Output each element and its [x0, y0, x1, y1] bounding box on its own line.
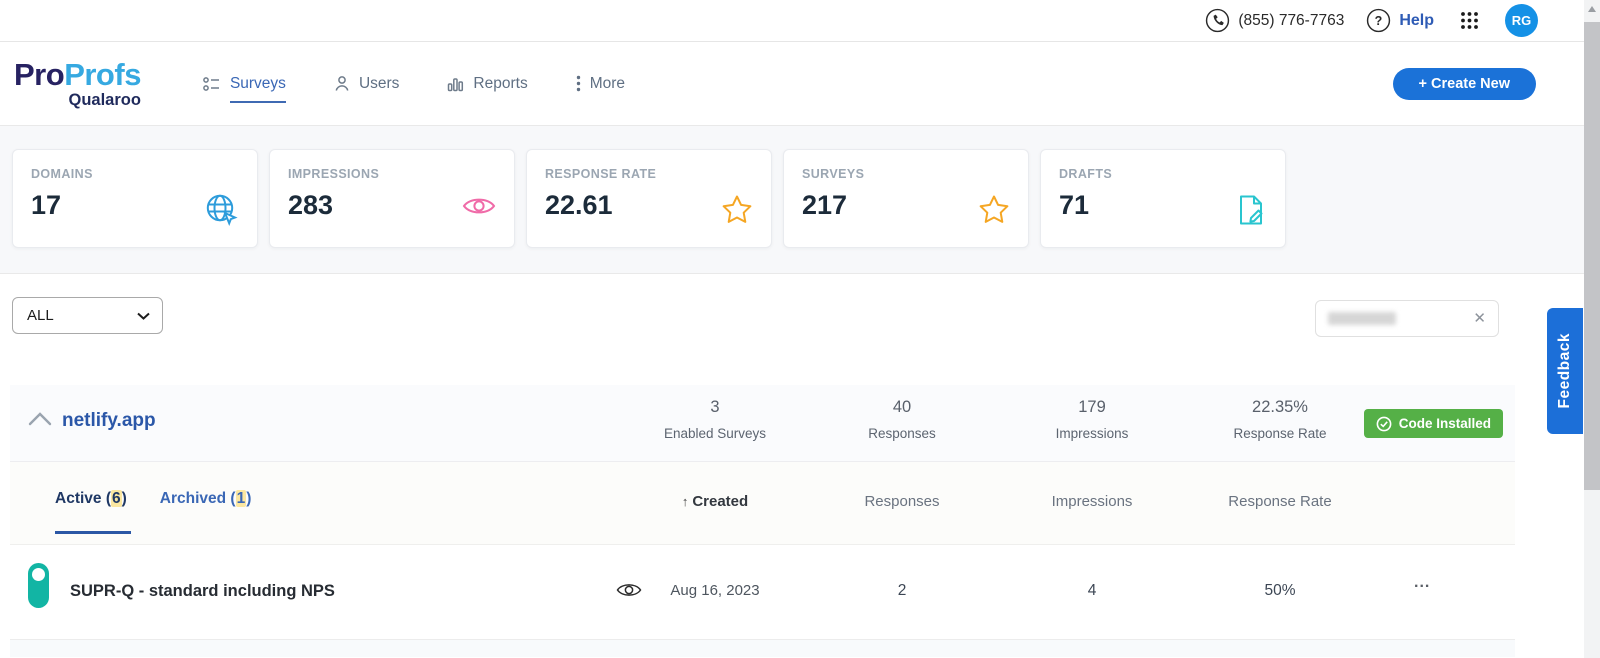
nav-label-surveys: Surveys [229, 75, 286, 103]
domain-stat-response-rate: 22.35% Response Rate [1233, 398, 1327, 441]
domain-header-row: netlify.app 3 Enabled Surveys 40 Respons… [10, 385, 1515, 462]
domain-filter-value: ALL [27, 307, 54, 324]
logo-wordmark: ProProfs [14, 56, 141, 92]
phone-icon [1206, 8, 1230, 33]
user-avatar[interactable]: RG [1505, 4, 1538, 37]
logo-subbrand: Qualaroo [68, 90, 141, 109]
nav-label-more: More [589, 74, 626, 92]
stat-card-response-rate: RESPONSE RATE 22.61 [526, 149, 772, 248]
cell-created: Aug 16, 2023 [670, 582, 760, 599]
stat-value: 71 [1059, 190, 1090, 220]
scrollbar-thumb[interactable] [1584, 22, 1600, 490]
chevron-down-icon [137, 312, 150, 320]
survey-enabled-toggle[interactable] [28, 563, 49, 608]
search-clear-icon[interactable]: ✕ [1473, 310, 1486, 327]
help-icon: ? [1367, 8, 1391, 33]
stat-value: 17 [31, 190, 62, 220]
star-icon [979, 195, 1009, 223]
surveys-icon [203, 76, 219, 91]
more-icon [576, 75, 580, 92]
globe-icon [206, 194, 238, 226]
star-icon [722, 195, 752, 223]
stat-label: SURVEYS [802, 167, 865, 181]
users-icon [335, 76, 349, 91]
proprofs-logo[interactable]: ProProfs Qualaroo [14, 59, 141, 109]
stat-card-impressions: IMPRESSIONS 283 [269, 149, 515, 248]
cell-responses: 2 [897, 582, 907, 599]
feedback-label: Feedback [1556, 333, 1573, 409]
phone-contact[interactable]: (855) 776-7763 [1205, 8, 1344, 33]
search-input[interactable]: ✕ [1315, 300, 1499, 337]
eye-icon [462, 198, 496, 214]
domain-name-link[interactable]: netlify.app [62, 410, 156, 431]
preview-eye-icon[interactable] [616, 581, 642, 599]
apps-grid-icon [1461, 12, 1478, 29]
main-header: ProProfs Qualaroo Surveys Users [0, 42, 1600, 126]
nav-label-users: Users [358, 74, 400, 92]
help-link[interactable]: ? Help [1366, 8, 1434, 33]
nav-item-more[interactable]: More [576, 75, 625, 93]
cell-impressions: 4 [1087, 582, 1097, 599]
domain-stat-enabled-surveys: 3 Enabled Surveys [663, 398, 767, 441]
check-circle-icon [1376, 416, 1392, 431]
tab-active[interactable]: Active (6) [55, 490, 127, 507]
stat-card-drafts: DRAFTS 71 [1040, 149, 1286, 248]
stat-card-surveys: SURVEYS 217 [783, 149, 1029, 248]
code-installed-label: Code Installed [1398, 416, 1491, 431]
reports-icon [448, 77, 464, 91]
active-tab-underline [55, 531, 131, 534]
domain-panel: netlify.app 3 Enabled Surveys 40 Respons… [10, 385, 1515, 658]
help-label: Help [1399, 11, 1434, 29]
page-scrollbar[interactable] [1584, 0, 1600, 658]
create-new-button[interactable]: + Create New [1392, 67, 1536, 100]
nav-item-reports[interactable]: Reports [447, 74, 528, 93]
row-actions-menu[interactable]: ... [1414, 574, 1431, 591]
column-header-response-rate[interactable]: Response Rate [1228, 493, 1332, 510]
stat-value: 22.61 [545, 190, 613, 220]
primary-nav: Surveys Users Reports Mor [203, 74, 625, 103]
draft-icon [1240, 195, 1263, 225]
phone-number: (855) 776-7763 [1238, 11, 1345, 29]
sort-asc-icon: ↑ [681, 494, 689, 509]
stat-value: 283 [288, 190, 334, 220]
nav-item-surveys[interactable]: Surveys [203, 75, 286, 103]
stat-label: DRAFTS [1059, 167, 1113, 181]
scrollbar-up-arrow[interactable] [1588, 6, 1596, 12]
nav-label-reports: Reports [473, 74, 528, 92]
survey-title[interactable]: SUPR-Q - standard including NPS [70, 582, 335, 600]
column-header-impressions[interactable]: Impressions [1051, 493, 1133, 510]
search-value-redacted [1328, 312, 1396, 325]
stat-value: 217 [802, 190, 848, 220]
stat-label: RESPONSE RATE [545, 167, 657, 181]
feedback-tab[interactable]: Feedback [1547, 308, 1583, 434]
stat-card-domains: DOMAINS 17 [12, 149, 258, 248]
svg-text:?: ? [1375, 14, 1383, 28]
survey-table-row: SUPR-Q - standard including NPS Aug 16, … [10, 545, 1515, 640]
top-utility-bar: (855) 776-7763 ? Help RG [0, 0, 1600, 42]
column-header-created[interactable]: ↑ Created [681, 493, 749, 510]
apps-grid-button[interactable] [1460, 11, 1479, 30]
stat-label: DOMAINS [31, 167, 93, 181]
stat-label: IMPRESSIONS [288, 167, 380, 181]
collapse-chevron-icon[interactable] [28, 412, 52, 426]
active-count-highlight: 6 [111, 490, 122, 507]
stats-band: DOMAINS 17 IMPRESSIONS 283 RESPONSE RATE… [0, 126, 1600, 274]
domain-filter-select[interactable]: ALL [12, 297, 163, 334]
code-installed-badge[interactable]: Code Installed [1363, 409, 1503, 438]
domain-stat-responses: 40 Responses [868, 398, 936, 441]
tab-archived[interactable]: Archived (1) [159, 490, 252, 507]
archived-count-highlight: 1 [235, 490, 247, 507]
next-row-partial [10, 640, 1515, 657]
tabs: Active (6) Archived (1) [55, 490, 251, 508]
cell-response-rate: 50% [1264, 582, 1296, 599]
nav-item-users[interactable]: Users [334, 75, 399, 93]
domain-stat-impressions: 179 Impressions [1055, 398, 1129, 441]
survey-tabs-row: Active (6) Archived (1) ↑ Created Respons… [10, 462, 1515, 545]
column-header-responses[interactable]: Responses [864, 493, 940, 510]
toggle-knob [32, 568, 45, 581]
